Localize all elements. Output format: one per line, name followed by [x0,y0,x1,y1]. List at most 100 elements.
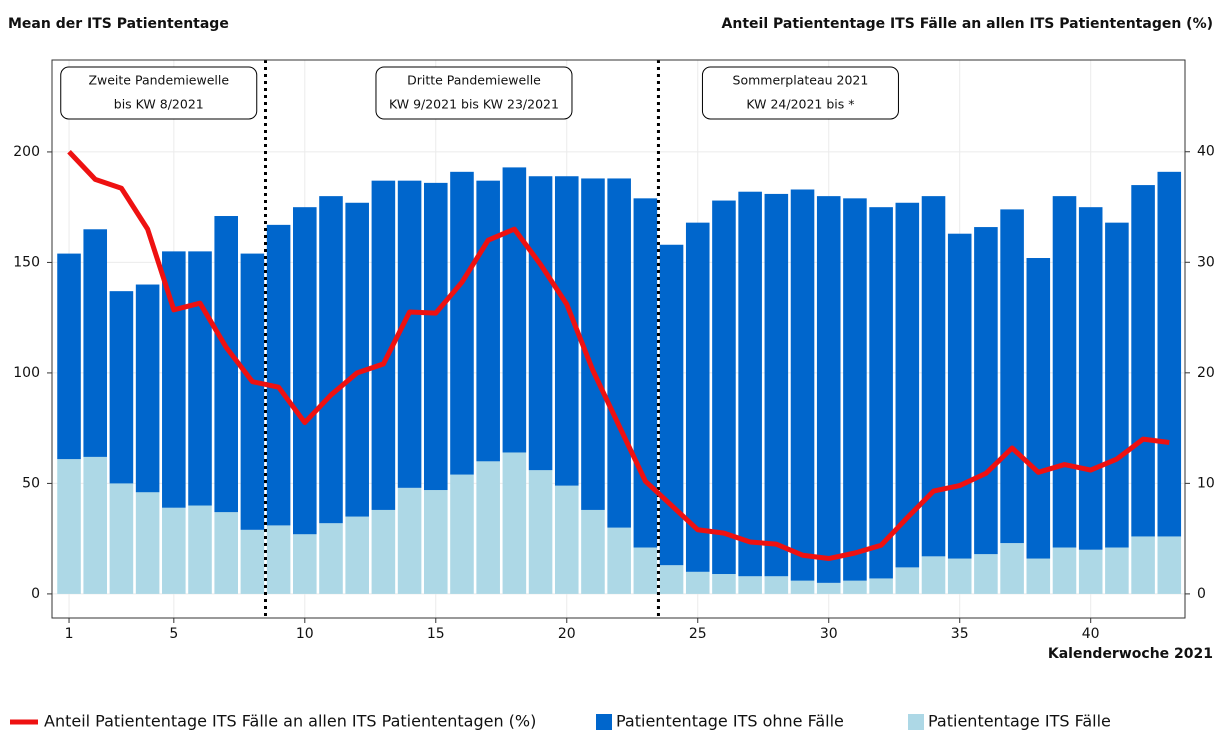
legend-label: Patiententage ITS ohne Fälle [616,712,844,731]
plot-frame [51,59,1186,619]
annotation-text: KW 9/2021 bis KW 23/2021 [389,97,559,112]
bar [895,202,920,568]
bar [1000,209,1024,544]
legend-item: Patiententage ITS Fälle [908,712,1111,731]
bar [607,527,631,594]
bar [188,251,212,506]
bar [869,207,893,579]
bar [266,224,291,526]
bar [869,578,893,594]
bar [476,461,500,594]
bar [293,207,317,535]
bar [293,534,317,594]
x-label: Kalenderwoche 2021 [1048,646,1213,662]
bar [790,189,815,581]
bar [1078,207,1103,550]
y2-title: Anteil Patiententage ITS Fälle an allen … [722,16,1213,32]
annotation: Zweite Pandemiewelle bis KW 8/2021 [60,66,258,120]
y2-tick-label: 10 [1197,475,1215,491]
bar [921,196,946,557]
annotation-box [701,66,899,120]
y-tick-label: 0 [31,586,40,602]
legend-swatch [908,714,924,730]
y2-tick-label: 20 [1197,365,1215,381]
bar [135,284,160,493]
bar [581,178,605,510]
bar [895,567,920,594]
bar [214,512,238,594]
annotation-text: Dritte Pandemiewelle [407,73,541,88]
bar [974,554,998,594]
y-tick-label: 150 [13,254,40,270]
legend-swatch [596,714,612,730]
bar [109,291,134,484]
bar [554,176,579,486]
y2-tick-label: 30 [1197,254,1215,270]
x-tick-label: 15 [427,626,445,642]
bar [843,580,867,594]
bar [1157,536,1182,594]
bar [685,571,710,594]
bar [240,529,265,594]
bar [502,452,527,594]
bar [1026,558,1051,594]
bar [554,485,579,594]
x-tick-label: 10 [296,626,314,642]
bar [712,200,736,575]
bar [712,574,736,594]
bar [1052,547,1077,594]
bar [947,558,972,594]
bar [1105,547,1129,594]
bar [345,202,369,517]
bar [528,470,553,594]
annotation: Sommerplateau 2021 KW 24/2021 bis * [701,66,899,120]
bar [764,193,789,577]
bar [633,547,658,594]
bar [790,580,815,594]
bar [371,509,396,594]
x-tick-label: 1 [65,626,74,642]
legend-item: Anteil Patiententage ITS Fälle an allen … [10,712,536,731]
bar [1052,196,1077,548]
y-tick-label: 100 [13,365,40,381]
bar [1131,536,1155,594]
bar [266,525,291,594]
legend-item: Patiententage ITS ohne Fälle [596,712,844,731]
bar [633,198,658,548]
bar [450,171,474,475]
bar [345,516,369,594]
x-tick-label: 35 [951,626,969,642]
bar [476,180,500,462]
bar [57,253,81,460]
bar [1105,222,1129,548]
annotation-box [60,66,258,120]
bar [83,229,108,457]
bar [843,198,867,581]
bar [816,582,841,594]
annotation-text: Sommerplateau 2021 [733,73,869,88]
bar [57,459,81,594]
annotation: Dritte Pandemiewelle KW 9/2021 bis KW 23/… [375,66,573,120]
x-tick-label: 30 [820,626,838,642]
legend-label: Anteil Patiententage ITS Fälle an allen … [44,712,536,731]
bar [450,474,474,594]
bar [240,253,265,530]
annotation-text: Zweite Pandemiewelle [88,73,229,88]
bar [319,523,343,594]
bar [1131,185,1155,537]
bar [135,492,160,594]
bar [685,222,710,572]
bar [319,196,343,524]
x-tick-label: 25 [689,626,707,642]
bar [947,233,972,559]
bar [214,216,238,513]
annotation-text: bis KW 8/2021 [114,97,204,112]
legend-label: Patiententage ITS Fälle [928,712,1111,731]
bar [397,487,422,594]
bar [974,227,998,555]
bar [423,182,448,491]
bar [738,576,762,594]
bar [607,178,631,528]
bar [162,507,186,594]
